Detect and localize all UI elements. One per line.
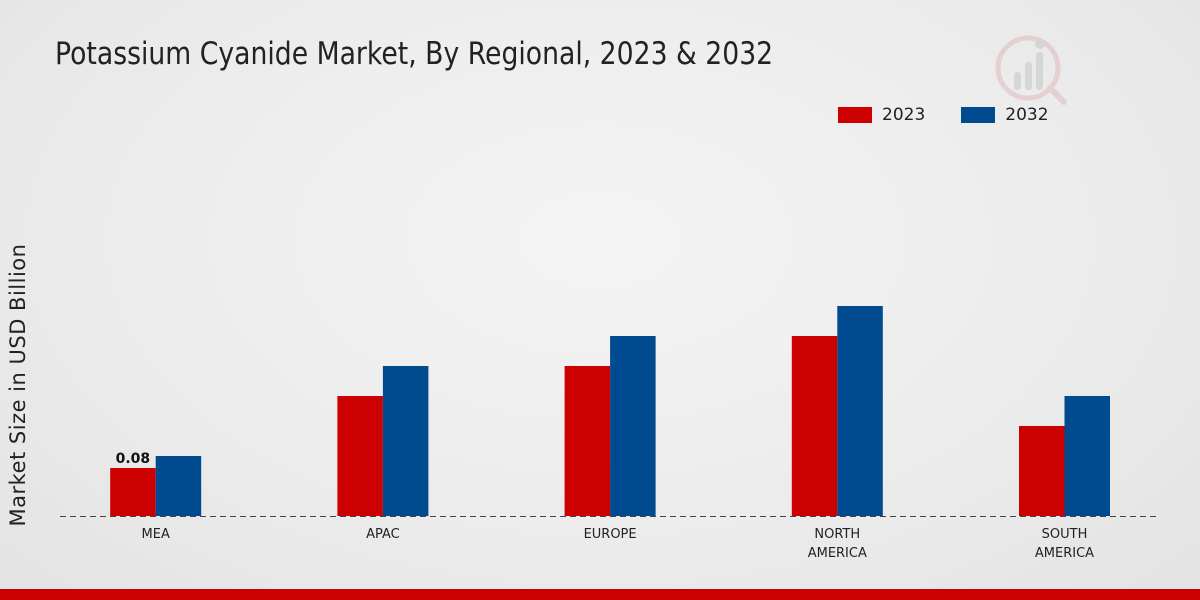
x-tick-label-apac: APAC bbox=[366, 527, 400, 542]
legend-swatch-2032 bbox=[961, 107, 996, 123]
legend-swatch-2023 bbox=[838, 107, 872, 123]
bar-2032-south-america bbox=[1064, 396, 1110, 516]
x-tick-label-mea: MEA bbox=[142, 527, 170, 542]
legend-label-2023: 2023 bbox=[882, 105, 926, 125]
data-label-2023-mea: 0.08 bbox=[116, 451, 151, 467]
x-tick-label-south-america: SOUTH AMERICA bbox=[1035, 527, 1094, 561]
bar-2023-europe bbox=[564, 366, 611, 516]
legend-item-2023: 2023 bbox=[838, 105, 925, 125]
bar-2023-apac bbox=[337, 396, 383, 516]
legend-item-2032: 2032 bbox=[961, 105, 1049, 125]
legend-label-2032: 2032 bbox=[1005, 105, 1049, 125]
bar-2032-north-america bbox=[837, 306, 883, 516]
bar-2023-south-america bbox=[1019, 426, 1065, 516]
bar-2032-europe bbox=[610, 336, 656, 516]
x-tick-label-europe: EUROPE bbox=[584, 527, 637, 542]
bar-2023-north-america bbox=[791, 336, 838, 516]
x-tick-label-north-america: NORTH AMERICA bbox=[808, 527, 867, 561]
brand-logo-icon bbox=[995, 35, 1067, 105]
chart-title: Potassium Cyanide Market, By Regional, 2… bbox=[55, 36, 774, 72]
bar-2032-apac bbox=[382, 366, 429, 516]
legend: 2023 2032 bbox=[838, 104, 1085, 126]
bar-2032-mea bbox=[155, 456, 202, 516]
bar-2023-mea bbox=[110, 468, 156, 516]
bottom-accent-bar bbox=[0, 589, 1200, 600]
